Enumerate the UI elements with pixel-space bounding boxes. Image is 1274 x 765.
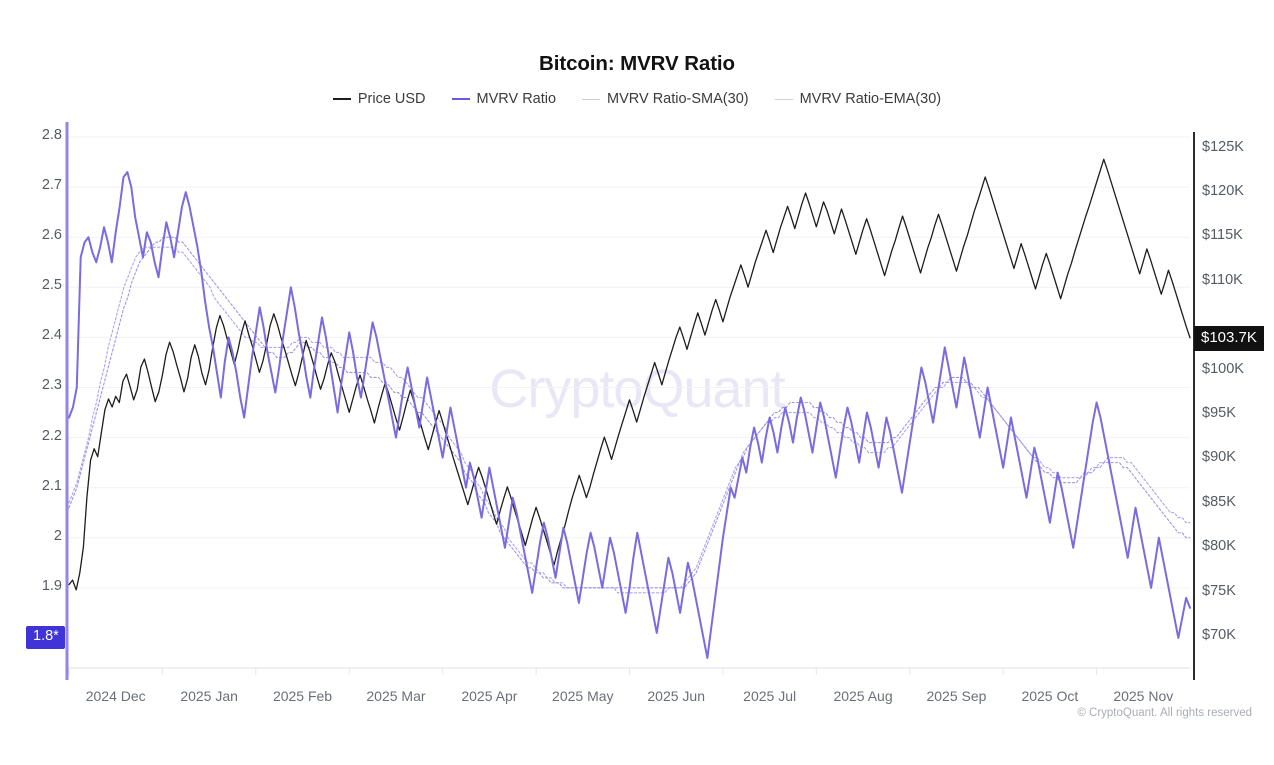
left-axis-tick-label: 2.6 — [41, 227, 62, 244]
legend-swatch-icon — [774, 98, 793, 100]
right-axis-tick-label: $110K — [1202, 271, 1243, 288]
x-axis-tick-label: 2025 Nov — [1113, 688, 1174, 704]
x-axis-tick-label: 2025 Aug — [833, 688, 893, 704]
x-axis-tick-label: 2025 Apr — [461, 688, 518, 704]
chart-legend: Price USD MVRV Ratio MVRV Ratio-SMA(30) MVR… — [0, 91, 1274, 107]
left-axis-tick-label: 2.7 — [41, 177, 62, 194]
right-axis-tick-label: $80K — [1202, 538, 1236, 555]
left-axis-tick-label: 2.5 — [41, 277, 62, 294]
legend-item-mvrv-ratio-ema-30[interactable]: MVRV Ratio-EMA(30) — [774, 91, 942, 107]
page-title: Bitcoin: MVRV Ratio — [539, 52, 735, 75]
left-axis-tick-label: 2.4 — [41, 327, 62, 344]
left-axis-tick-label: 2.8 — [41, 127, 62, 144]
legend-item-label: MVRV Ratio-EMA(30) — [799, 91, 942, 107]
legend-swatch-icon — [451, 98, 470, 100]
right-axis-tick-label: $75K — [1202, 582, 1236, 599]
right-axis-tick-label: $120K — [1202, 183, 1244, 200]
x-axis-tick-label: 2025 Mar — [366, 688, 426, 704]
left-axis-tick-label: 2.2 — [41, 427, 62, 444]
right-axis-tick-label: $100K — [1202, 360, 1244, 377]
left-axis-tick-label: 1.9 — [41, 577, 62, 594]
x-axis-tick-label: 2025 Sep — [926, 688, 987, 704]
x-axis-ticks — [68, 668, 1098, 675]
right-axis-highlight-badge: $103.7K — [1194, 325, 1264, 352]
left-axis-tick-label: 2.3 — [41, 377, 62, 394]
right-axis-tick-label: $95K — [1202, 404, 1236, 421]
legend-swatch-icon — [332, 98, 351, 100]
legend-item-label: MVRV Ratio-SMA(30) — [607, 91, 749, 107]
x-axis-tick-label: 2025 Jan — [180, 688, 238, 704]
legend-item-mvrv-ratio[interactable]: MVRV Ratio — [451, 91, 557, 107]
series-line-mvrv-ratio-sma-30 — [68, 236, 1191, 589]
x-axis-tick-label: 2025 Jul — [743, 688, 797, 704]
right-axis-tick-label: $125K — [1202, 138, 1244, 155]
x-axis-tick-label: 2025 Feb — [272, 688, 333, 704]
legend-item-label: Price USD — [357, 91, 426, 107]
series-line-mvrv-ratio-ema-30 — [68, 246, 1191, 594]
left-axis-tick-label: 2.1 — [41, 477, 62, 494]
series-line-mvrv-ratio — [68, 171, 1191, 659]
left-axis-highlight-badge: 1.8* — [26, 625, 65, 649]
x-axis-tick-label: 2025 Jun — [647, 688, 705, 704]
x-axis-tick-label: 2024 Dec — [85, 688, 146, 704]
x-axis-tick-label: 2025 Oct — [1021, 688, 1079, 704]
legend-item-mvrv-ratio-sma-30[interactable]: MVRV Ratio-SMA(30) — [582, 91, 749, 107]
right-axis-tick-label: $85K — [1202, 493, 1236, 510]
left-axis-tick-label: 2 — [53, 527, 62, 544]
legend-swatch-icon — [582, 98, 601, 100]
x-axis-tick-label: 2025 May — [552, 688, 614, 704]
copyright-credit: © CryptoQuant. All rights reserved — [1077, 707, 1252, 719]
legend-item-label: MVRV Ratio — [476, 91, 557, 107]
gridlines — [69, 136, 1190, 589]
right-axis-tick-label: $115K — [1202, 227, 1243, 244]
legend-item-price-usd[interactable]: Price USD — [332, 91, 426, 107]
right-axis-tick-label: $90K — [1202, 449, 1236, 466]
right-axis-tick-label: $70K — [1202, 626, 1236, 643]
series-line-price-usd — [68, 158, 1191, 591]
